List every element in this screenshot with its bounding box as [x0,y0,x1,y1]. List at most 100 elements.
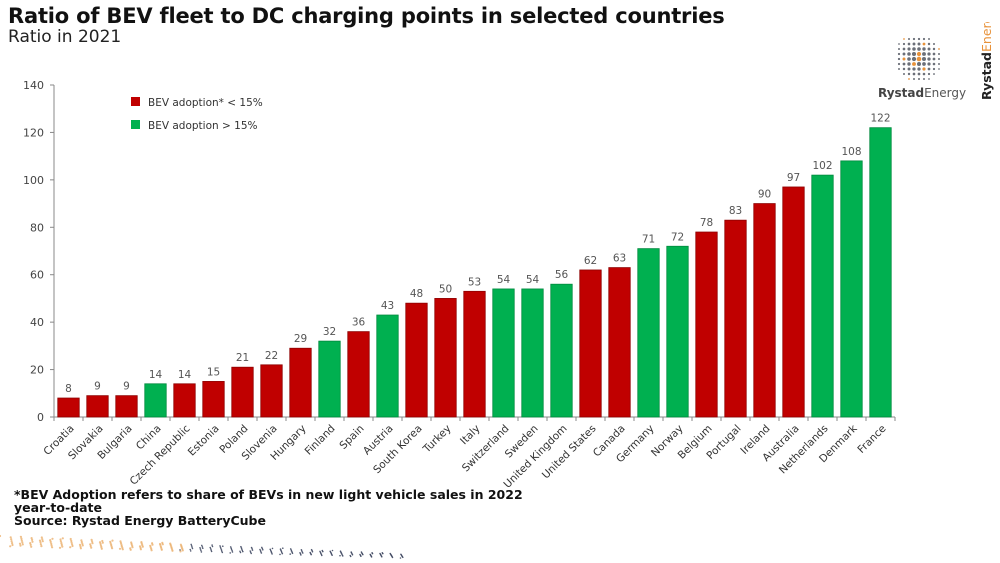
data-labels: 8 9 9 14 14 15 21 22 29 32 36 43 48 50 53 54 54 56 62 63 71 7… [65,113,890,395]
globe-dot [938,48,940,50]
data-label: 56 [555,269,569,281]
swoosh-dot [19,544,22,547]
globe-dot [907,57,911,61]
swoosh-dot [271,547,274,550]
swoosh-dot [250,552,252,555]
vertical-brand-light: Energy [979,22,994,52]
globe-dot [903,38,905,40]
swoosh-dot [129,547,132,550]
globe-dot [902,47,906,51]
bar-france [869,127,892,418]
x-axis [53,416,896,421]
bar-italy [463,290,486,418]
globe-dot [907,42,911,46]
swoosh-dot [289,553,292,555]
swoosh-dot [10,538,13,541]
swoosh-dot [29,543,32,546]
swoosh-dot [99,544,102,547]
swoosh-dot [281,552,284,555]
swoosh-dot [259,549,262,552]
globe-dot [897,52,901,56]
globe-dot [897,47,901,51]
globe-dot [922,72,926,76]
data-label: 72 [671,231,684,243]
swoosh-dot [371,552,373,554]
swoosh-dot [61,537,64,540]
data-label: 32 [323,326,336,338]
globe-dot [902,72,906,76]
swoosh-dot [140,541,143,544]
vertical-brand-bold: Rystad [979,52,994,100]
swoosh-dot [9,536,12,539]
data-label: 36 [352,317,366,329]
bar-switzerland [492,288,515,418]
swoosh-dot [91,540,94,543]
swoosh-dot [199,548,202,550]
data-label: 122 [870,113,890,125]
swoosh-dot [60,542,63,545]
swoosh-dot [118,547,122,550]
svg-text:RystadEnergy: RystadEnergy [979,22,994,100]
swoosh-dot [89,544,92,548]
swoosh-dot [29,542,32,545]
swoosh-dot [251,548,253,550]
globe-dot [922,62,926,66]
swoosh-dot [271,553,273,555]
globe-dot [912,47,916,51]
swoosh-dot [229,552,231,554]
globe-dot [907,47,911,51]
swoosh-dot [189,550,192,552]
swoosh-dot [240,545,242,548]
globe-dot [928,78,930,80]
swoosh-dot [270,550,273,553]
swoosh-dot [241,548,243,550]
data-label: 21 [236,352,249,364]
swoosh-dot [78,543,82,546]
swoosh-dot [11,542,14,545]
globe-dot [922,52,926,56]
swoosh-dot [18,542,22,545]
bar-china [144,383,167,418]
swoosh-dot [200,549,202,552]
swoosh-dot [209,546,211,549]
y-tick-label: 40 [30,316,44,329]
swoosh-dot [101,541,104,544]
globe-dot [927,42,931,46]
globe-dot [912,62,916,66]
swoosh-dot [259,548,261,551]
swoosh-dot [211,545,214,548]
bar-slovakia [86,395,109,418]
footnote: *BEV Adoption refers to share of BEVs in… [14,488,523,527]
swoosh-dot [220,549,223,551]
bar-poland [231,366,254,418]
bar-norway [666,245,689,418]
swoosh-dot [399,557,402,559]
swoosh-dot [51,546,54,549]
data-label: 15 [207,366,220,378]
data-label: 62 [584,255,597,267]
legend: BEV adoption* < 15% BEV adoption > 15% [131,97,263,132]
swoosh-dot [39,541,42,544]
globe-dot [932,57,936,61]
data-label: 29 [294,333,307,345]
chart-title: Ratio of BEV fleet to DC charging points… [8,4,725,28]
data-label: 14 [178,369,192,381]
swoosh-dot [190,543,192,546]
y-tick-label: 80 [30,221,44,234]
swoosh-dot [239,551,242,554]
legend-swatch-high [131,120,140,129]
swoosh-dot [191,546,193,548]
swoosh-dot [40,536,43,539]
swoosh-dot [58,546,62,549]
swoosh-dot [179,549,181,551]
legend-label-high: BEV adoption > 15% [148,120,257,132]
swoosh-dot [21,541,24,544]
swoosh-dot [262,549,264,551]
swoosh-dot [279,553,281,556]
globe-dot [912,37,916,41]
bar-australia [782,186,805,418]
globe-dot [912,42,916,46]
category-label: Finland [303,423,338,458]
globe-dot [933,73,935,75]
swoosh-dot [249,550,251,552]
